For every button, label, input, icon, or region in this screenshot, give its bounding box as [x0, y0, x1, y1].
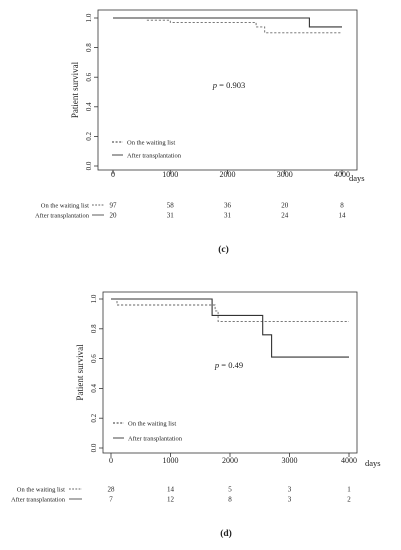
p-value: = 0.49 — [219, 360, 243, 370]
x-tick-label: 2000 — [222, 456, 238, 465]
series-line-waiting-list — [113, 17, 342, 34]
y-tick-label: 0.8 — [90, 324, 98, 333]
risk-table-value: 1 — [347, 486, 351, 494]
risk-table-value: 31 — [224, 212, 232, 220]
risk-table-row-label: On the waiting list — [17, 487, 65, 494]
x-tick-label: 4000 — [341, 456, 357, 465]
risk-table-value: 8 — [340, 202, 344, 210]
risk-table-value: 31 — [167, 212, 175, 220]
y-tick-label: 0.8 — [85, 43, 93, 52]
survival-chart-panel-c: 0.0 0.2 0.4 0.6 0.8 1.0 Patient survival 0 1000 2… — [35, 9, 365, 255]
x-tick-label: 4000 — [334, 170, 350, 179]
series-line-after-transplantation — [113, 17, 342, 28]
risk-table-value: 2 — [347, 496, 351, 504]
risk-table-value: 3 — [288, 496, 292, 504]
y-tick-label: 0.6 — [85, 72, 93, 81]
x-tick-label: 3000 — [277, 170, 293, 179]
risk-table-value: 24 — [281, 212, 289, 220]
legend-label: On the waiting list — [128, 421, 176, 428]
panel-label: (c) — [218, 244, 229, 255]
p-symbol: p — [214, 360, 219, 370]
risk-table-row-label: On the waiting list — [41, 203, 89, 210]
panel-label: (d) — [220, 528, 232, 539]
risk-table-value: 28 — [108, 486, 116, 494]
risk-table-value: 14 — [167, 486, 175, 494]
y-tick-label: 0.0 — [90, 443, 98, 452]
x-axis-label: days — [365, 458, 381, 468]
y-axis-label: Patient survival — [70, 61, 80, 118]
x-tick-label: 0 — [111, 170, 115, 179]
y-tick-label: 1.0 — [85, 13, 93, 22]
risk-table-value: 14 — [339, 212, 347, 220]
x-tick-label: 3000 — [282, 456, 298, 465]
y-axis-label: Patient survival — [75, 344, 85, 401]
legend-label: After transplantation — [128, 436, 183, 443]
p-value-annotation: p = 0.49 — [214, 360, 243, 370]
risk-table-value: 8 — [228, 496, 232, 504]
risk-table-value: 97 — [110, 202, 118, 210]
risk-table-value: 3 — [288, 486, 292, 494]
y-tick-label: 0.2 — [85, 132, 93, 141]
survival-chart-panel-d: 0.0 0.2 0.4 0.6 0.8 1.0 Patient survival 0 1000 2… — [11, 291, 381, 539]
x-tick-label: 2000 — [220, 170, 236, 179]
risk-table-value: 12 — [167, 496, 175, 504]
risk-table-value: 20 — [110, 212, 118, 220]
y-tick-label: 0.6 — [90, 354, 98, 363]
risk-table-value: 36 — [224, 202, 232, 210]
y-tick-label: 0.4 — [90, 384, 98, 393]
legend-label: On the waiting list — [127, 140, 175, 147]
y-tick-label: 1.0 — [90, 294, 98, 303]
risk-table-row-label: After transplantation — [35, 213, 90, 220]
x-tick-label: 1000 — [163, 456, 179, 465]
x-axis-label: days — [349, 173, 365, 183]
risk-table-value: 7 — [109, 496, 113, 504]
risk-table-value: 58 — [167, 202, 175, 210]
p-value: = 0.903 — [217, 80, 245, 90]
y-tick-label: 0.2 — [90, 413, 98, 422]
series-line-after-transplantation — [111, 298, 349, 358]
risk-table-row-label: After transplantation — [11, 497, 66, 504]
x-tick-label: 0 — [109, 456, 113, 465]
x-tick-label: 1000 — [162, 170, 178, 179]
risk-table-value: 5 — [228, 486, 232, 494]
p-symbol: p — [212, 80, 217, 90]
p-value-annotation: p = 0.903 — [212, 80, 245, 90]
series-line-waiting-list — [111, 298, 349, 322]
risk-table-value: 20 — [281, 202, 289, 210]
plot-frame — [102, 291, 358, 454]
legend-label: After transplantation — [127, 153, 182, 160]
y-tick-label: 0.4 — [85, 102, 93, 111]
y-tick-label: 0.0 — [85, 161, 93, 170]
